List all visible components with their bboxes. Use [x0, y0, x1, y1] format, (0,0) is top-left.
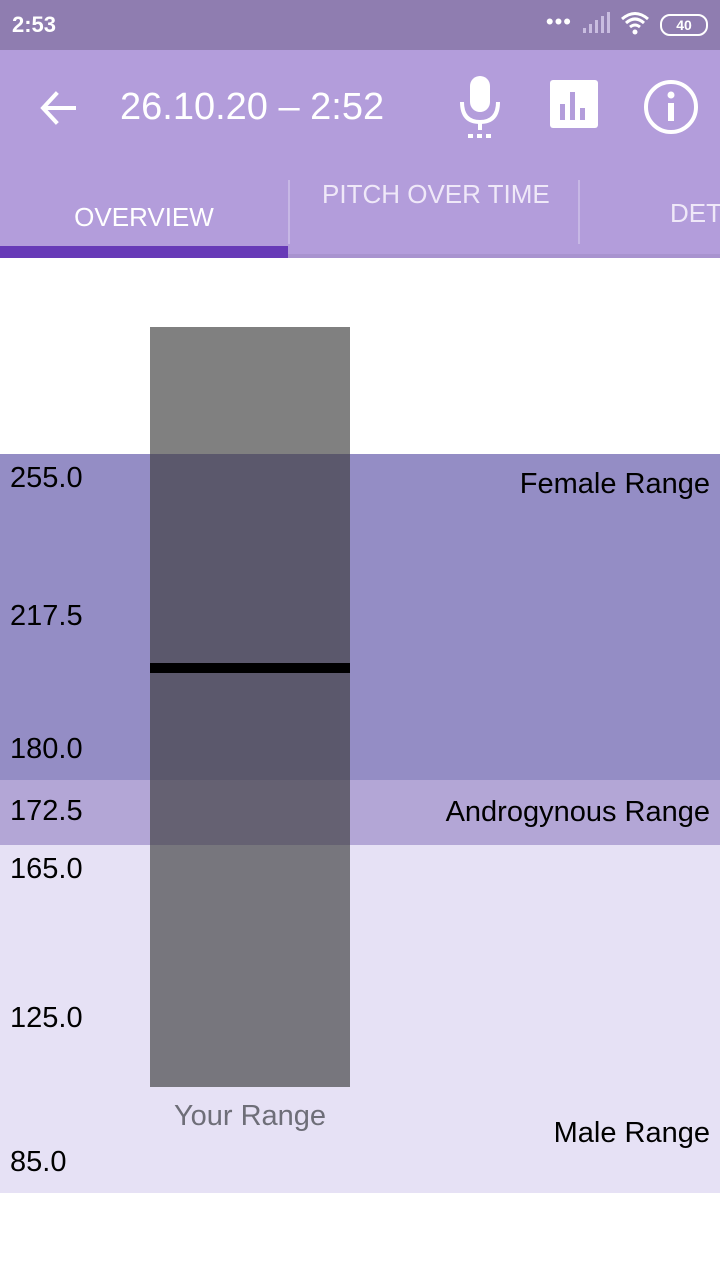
status-time: 2:53 [12, 12, 57, 37]
male-range-label: Male Range [553, 1117, 710, 1149]
wifi-icon [620, 11, 650, 40]
record-button[interactable] [450, 72, 510, 142]
tick-label: 165.0 [10, 853, 83, 885]
page-title: 26.10.20 – 2:52 [120, 86, 385, 128]
median-pitch-line [150, 663, 350, 673]
battery-icon: 40 [660, 14, 708, 36]
microphone-icon [460, 76, 500, 138]
info-button[interactable] [642, 78, 700, 136]
tab-pitch-over-time[interactable]: PITCH OVER TIME [290, 176, 578, 258]
status-icons: ••• 40 [546, 10, 708, 40]
info-icon [644, 80, 698, 134]
status-bar: 2:53 ••• 40 [0, 0, 720, 50]
androgynous-range-band: Androgynous Range [0, 780, 720, 845]
tab-pitch-over-time-label: PITCH OVER TIME [322, 179, 550, 209]
tick-label: 85.0 [10, 1146, 67, 1178]
tab-bar: OVERVIEW PITCH OVER TIME DET [0, 176, 720, 258]
tab-details[interactable]: DET [580, 176, 720, 258]
tab-underline [288, 254, 720, 258]
back-button[interactable] [30, 80, 86, 136]
tick-label: 172.5 [10, 795, 83, 827]
your-range-bar [150, 327, 350, 1087]
signal-icon [582, 11, 610, 39]
bar-chart-icon [550, 80, 598, 128]
pitch-range-chart: Female Range Androgynous Range Male Rang… [0, 258, 720, 1258]
androgynous-range-label: Androgynous Range [445, 796, 710, 828]
arrow-left-icon [40, 91, 76, 125]
tab-divider [578, 180, 580, 244]
tick-label: 180.0 [10, 733, 83, 765]
app-bar: 26.10.20 – 2:52 OVERVIEW [0, 50, 720, 258]
signal-dots: ••• [545, 9, 572, 34]
tick-label: 125.0 [10, 1002, 83, 1034]
tab-indicator [0, 246, 288, 258]
tab-overview[interactable]: OVERVIEW [0, 176, 288, 258]
tick-label: 217.5 [10, 600, 83, 632]
tab-divider [288, 180, 290, 244]
tab-overview-label: OVERVIEW [74, 201, 214, 232]
tick-label: 255.0 [10, 462, 83, 494]
female-range-label: Female Range [519, 468, 710, 500]
statistics-button[interactable] [548, 78, 604, 134]
male-range-band: Male Range [0, 845, 720, 1193]
female-range-band: Female Range [0, 454, 720, 780]
tab-details-label: DET [670, 198, 720, 228]
your-range-label: Your Range [173, 1100, 327, 1132]
